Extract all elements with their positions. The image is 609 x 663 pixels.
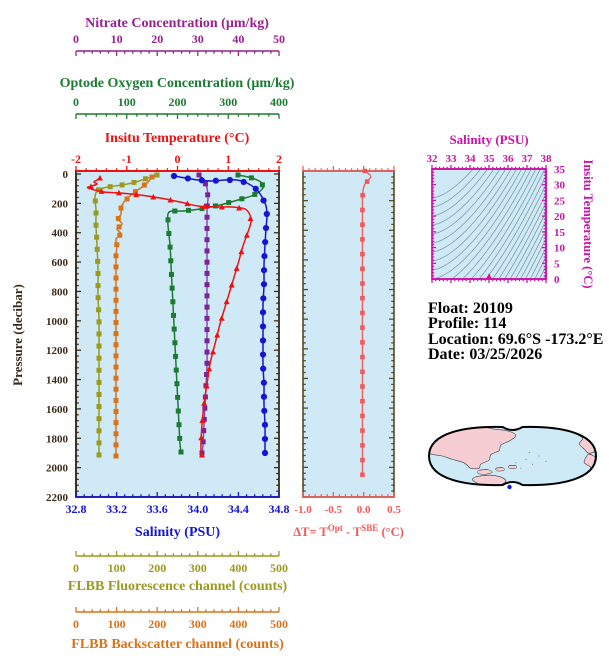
svg-text:0: 0 [175, 152, 181, 166]
svg-text:FLBB Fluorescence channel (cou: FLBB Fluorescence channel (counts) [68, 579, 288, 594]
svg-text:ΔT= TOpt - TSBE (°C): ΔT= TOpt - TSBE (°C) [293, 523, 404, 539]
svg-text:0: 0 [73, 617, 79, 631]
svg-text:-1.0: -1.0 [294, 504, 312, 516]
svg-text:0.0: 0.0 [357, 504, 371, 516]
svg-text:30: 30 [192, 32, 204, 46]
svg-text:0.5: 0.5 [387, 504, 401, 516]
svg-text:37: 37 [522, 153, 534, 165]
svg-text:0: 0 [63, 169, 69, 181]
svg-text:34.0: 34.0 [187, 502, 208, 516]
svg-text:500: 500 [270, 617, 288, 631]
svg-text:100: 100 [118, 95, 136, 109]
svg-text:Insitu Temperature (°C): Insitu Temperature (°C) [581, 159, 595, 288]
svg-text:100: 100 [108, 561, 126, 575]
svg-text:-1: -1 [122, 152, 132, 166]
svg-text:200: 200 [148, 561, 166, 575]
svg-text:34: 34 [465, 153, 477, 165]
svg-text:20: 20 [151, 32, 163, 46]
svg-text:Salinity (PSU): Salinity (PSU) [135, 525, 221, 540]
svg-text:200: 200 [148, 617, 166, 631]
svg-text:35: 35 [554, 164, 566, 176]
svg-text:-2: -2 [71, 152, 81, 166]
svg-text:300: 300 [189, 561, 207, 575]
svg-text:1600: 1600 [46, 404, 69, 416]
svg-text:1200: 1200 [46, 345, 69, 357]
svg-text:33.2: 33.2 [106, 502, 127, 516]
svg-text:40: 40 [232, 32, 244, 46]
svg-text:1: 1 [225, 152, 231, 166]
svg-text:0: 0 [73, 95, 79, 109]
svg-text:200: 200 [52, 198, 69, 210]
svg-text:800: 800 [52, 286, 69, 298]
svg-text:Pressure (decibar): Pressure (decibar) [10, 284, 25, 386]
svg-text:Date: 03/25/2026: Date: 03/25/2026 [428, 346, 542, 363]
svg-text:0: 0 [73, 32, 79, 46]
svg-text:50: 50 [273, 32, 285, 46]
svg-text:2000: 2000 [46, 463, 69, 475]
svg-text:36: 36 [503, 153, 515, 165]
svg-text:32: 32 [427, 153, 439, 165]
svg-text:34.8: 34.8 [269, 502, 290, 516]
svg-text:34.4: 34.4 [228, 502, 249, 516]
svg-text:0: 0 [73, 561, 79, 575]
svg-text:Insitu Temperature (°C): Insitu Temperature (°C) [105, 131, 250, 146]
svg-text:1800: 1800 [46, 433, 69, 445]
svg-text:Nitrate Concentration (µm/kg): Nitrate Concentration (µm/kg) [85, 16, 269, 31]
svg-text:Profile: 114: Profile: 114 [428, 315, 506, 332]
svg-text:15: 15 [554, 227, 566, 239]
svg-text:1000: 1000 [46, 316, 69, 328]
svg-text:25: 25 [554, 195, 566, 207]
svg-text:10: 10 [554, 243, 566, 255]
svg-text:500: 500 [270, 561, 288, 575]
svg-text:10: 10 [111, 32, 123, 46]
svg-text:30: 30 [554, 180, 566, 192]
svg-text:32.8: 32.8 [66, 502, 87, 516]
svg-text:Salinity (PSU): Salinity (PSU) [449, 132, 528, 147]
svg-text:2: 2 [276, 152, 282, 166]
svg-text:20: 20 [554, 211, 566, 223]
svg-text:Optode Oxygen Concentration (µ: Optode Oxygen Concentration (µm/kg) [60, 76, 295, 91]
svg-text:300: 300 [189, 617, 207, 631]
svg-text:300: 300 [219, 95, 237, 109]
svg-text:400: 400 [229, 617, 247, 631]
svg-text:600: 600 [52, 257, 69, 269]
svg-text:5: 5 [554, 258, 560, 270]
svg-text:200: 200 [169, 95, 187, 109]
svg-text:1400: 1400 [46, 375, 69, 387]
svg-text:33: 33 [446, 153, 458, 165]
svg-text:FLBB Backscatter channel (coun: FLBB Backscatter channel (counts) [71, 637, 284, 652]
svg-text:35: 35 [484, 153, 496, 165]
svg-text:400: 400 [52, 228, 69, 240]
svg-text:0: 0 [554, 274, 560, 286]
svg-text:33.6: 33.6 [147, 502, 168, 516]
svg-text:400: 400 [270, 95, 288, 109]
svg-text:400: 400 [229, 561, 247, 575]
svg-text:-0.5: -0.5 [325, 504, 343, 516]
svg-text:38: 38 [541, 153, 553, 165]
svg-text:100: 100 [108, 617, 126, 631]
